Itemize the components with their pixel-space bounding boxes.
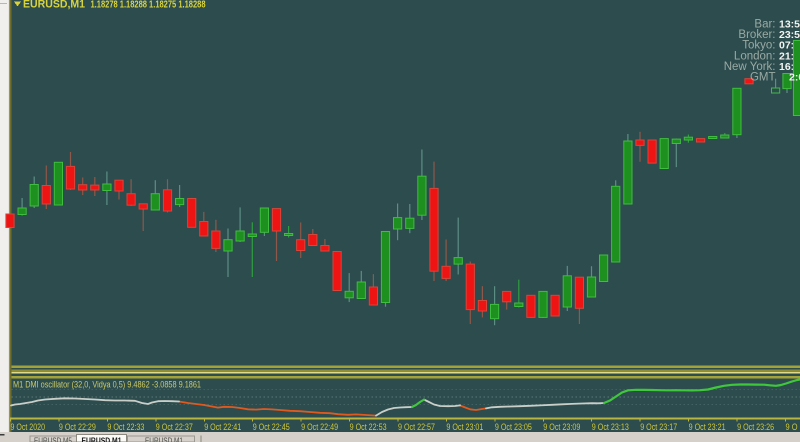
svg-text:M1 DMI oscillator (32,0, Vidya: M1 DMI oscillator (32,0, Vidya 0,5) 9.48…	[13, 379, 201, 389]
svg-text:9 Oct 23:01: 9 Oct 23:01	[446, 422, 483, 432]
svg-text:9 Oct 23:21: 9 Oct 23:21	[689, 422, 726, 432]
svg-text:EURUSD,M1: EURUSD,M1	[23, 0, 85, 10]
svg-text:9 O: 9 O	[786, 422, 798, 432]
svg-text:9 Oct 22:29: 9 Oct 22:29	[59, 422, 96, 432]
svg-text:1.18278 1.18288 1.18275 1.1828: 1.18278 1.18288 1.18275 1.18288	[91, 0, 206, 10]
svg-text:London:: London:	[734, 50, 776, 62]
svg-text:EURUSD,M1: EURUSD,M1	[82, 437, 122, 442]
svg-text:9 Oct 22:49: 9 Oct 22:49	[301, 422, 338, 432]
svg-text:13:5: 13:5	[779, 19, 800, 31]
svg-text:New York:: New York:	[724, 61, 776, 73]
svg-text:Bar:: Bar:	[754, 19, 775, 31]
svg-text:GMT: GMT	[750, 72, 776, 84]
svg-text:23:5: 23:5	[779, 29, 800, 41]
svg-text:9 Oct 22:57: 9 Oct 22:57	[398, 422, 435, 432]
svg-text:9 Oct 23:09: 9 Oct 23:09	[543, 422, 580, 432]
svg-text:Broker:: Broker:	[738, 29, 775, 41]
svg-text:9 Oct 22:33: 9 Oct 22:33	[107, 422, 144, 432]
svg-text:9 Oct 23:05: 9 Oct 23:05	[495, 422, 532, 432]
svg-text:9 Oct 23:17: 9 Oct 23:17	[640, 422, 677, 432]
svg-text:Tokyo:: Tokyo:	[742, 40, 775, 52]
svg-text:9 Oct 23:26: 9 Oct 23:26	[737, 422, 774, 432]
svg-text:9 Oct 22:45: 9 Oct 22:45	[253, 422, 290, 432]
svg-text:9 Oct 22:41: 9 Oct 22:41	[204, 422, 241, 432]
svg-text:2:0: 2:0	[789, 72, 800, 84]
svg-text:9 Oct 22:37: 9 Oct 22:37	[156, 422, 193, 432]
svg-text:EURUSD,M1: EURUSD,M1	[145, 437, 183, 442]
svg-text:9 Oct 2020: 9 Oct 2020	[11, 422, 46, 432]
svg-text:9 Oct 22:53: 9 Oct 22:53	[350, 422, 387, 432]
svg-text:9 Oct 23:13: 9 Oct 23:13	[592, 422, 629, 432]
svg-text:EURUSD,M5: EURUSD,M5	[34, 437, 72, 442]
